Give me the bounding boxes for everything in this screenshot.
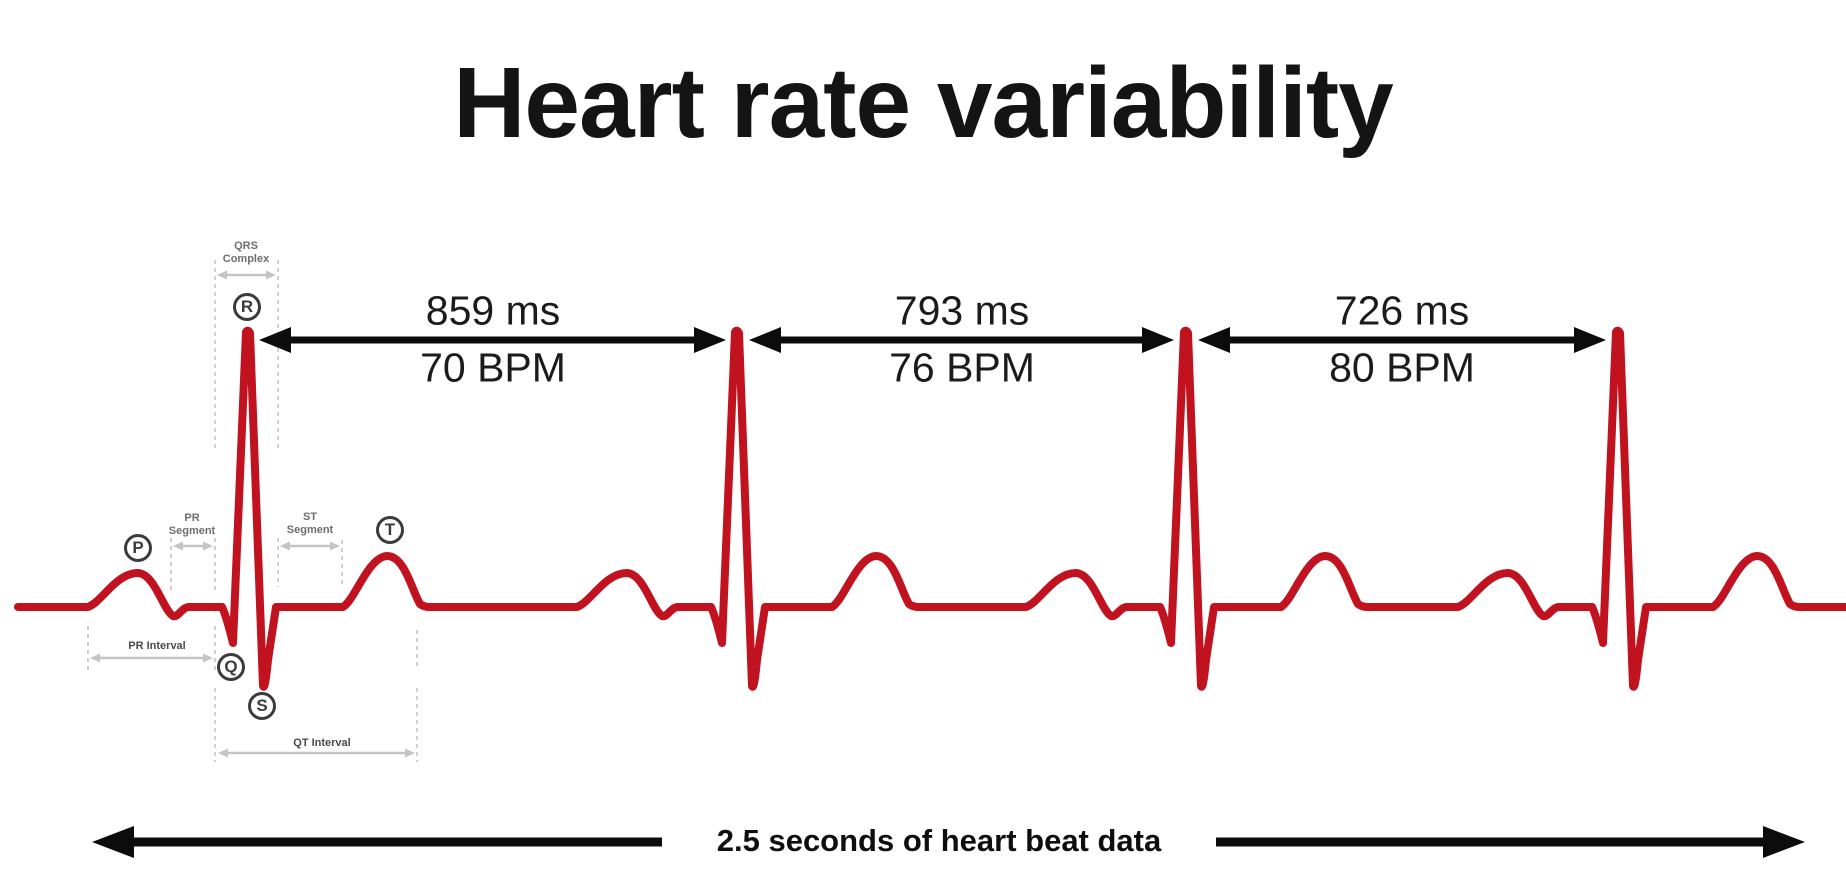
- rr-interval-3-bpm: 80 BPM: [1329, 344, 1475, 391]
- page-title: Heart rate variability: [453, 47, 1394, 159]
- s-wave-marker: S: [248, 692, 276, 720]
- p-wave-marker: P: [124, 534, 152, 562]
- st-segment-label: ST Segment: [286, 511, 334, 536]
- r-wave-marker: R: [233, 293, 261, 321]
- rr-interval-2-bpm: 76 BPM: [889, 344, 1035, 391]
- qrs-complex-label: QRS Complex: [222, 240, 270, 265]
- rr-interval-3-ms: 726 ms: [1334, 287, 1470, 334]
- t-wave-marker: T: [376, 516, 404, 544]
- qt-interval-label: QT Interval: [293, 737, 351, 749]
- rr-interval-1-ms: 859 ms: [425, 287, 561, 334]
- pr-interval-label: PR Interval: [128, 640, 186, 652]
- q-wave-marker: Q: [217, 653, 245, 681]
- rr-interval-1-bpm: 70 BPM: [420, 344, 566, 391]
- rr-interval-2-ms: 793 ms: [894, 287, 1030, 334]
- timespan-label: 2.5 seconds of heart beat data: [716, 823, 1162, 858]
- pr-segment-label: PR Segment: [168, 512, 216, 537]
